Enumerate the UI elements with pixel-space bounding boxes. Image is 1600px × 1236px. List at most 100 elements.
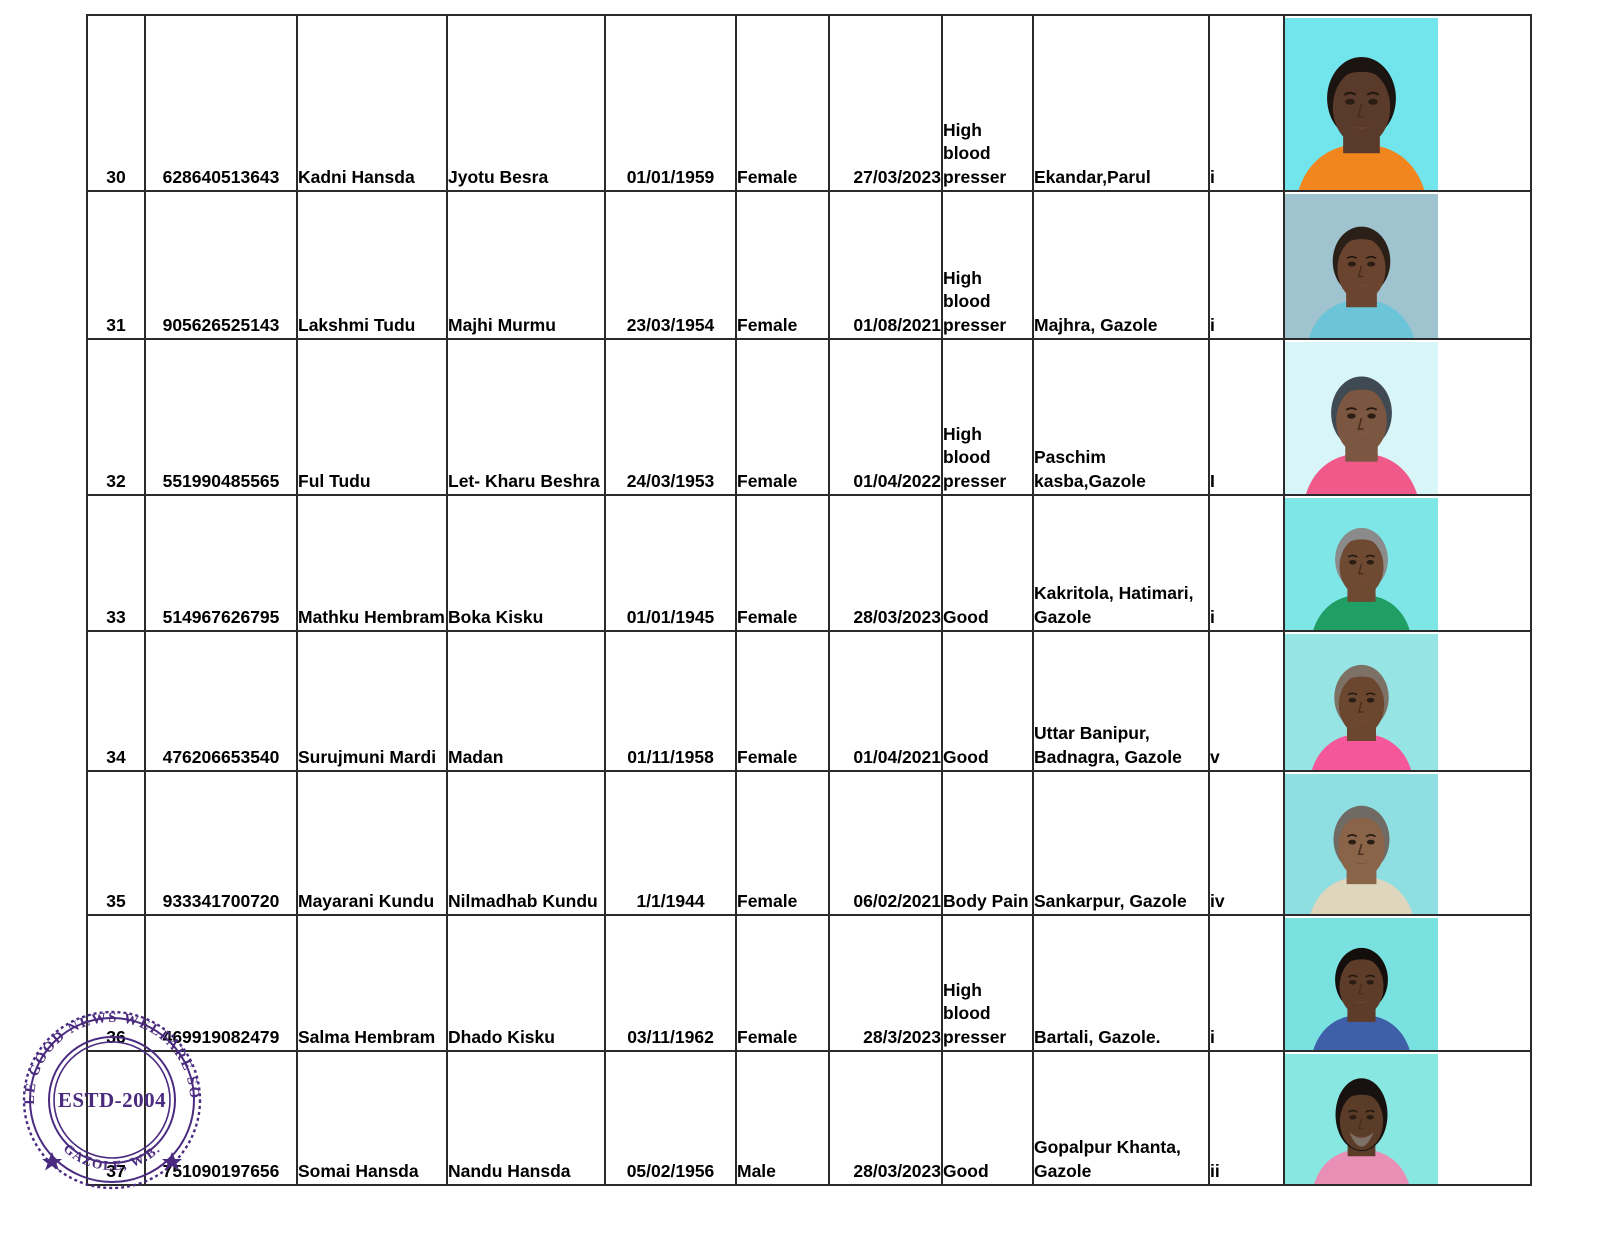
ref-numeral: i xyxy=(1210,607,1215,628)
serial-number: 30 xyxy=(106,167,126,188)
cell-name: Kadni Hansda xyxy=(296,14,448,192)
ref-numeral: iv xyxy=(1210,891,1225,912)
portrait-photo xyxy=(1285,634,1438,770)
cell-photo xyxy=(1283,1050,1532,1186)
cell-id: 469919082479 xyxy=(144,914,298,1052)
portrait-photo xyxy=(1285,774,1438,914)
date-of-birth: 1/1/1944 xyxy=(636,891,705,912)
id-number: 514967626795 xyxy=(162,607,280,628)
cell-father: Boka Kisku xyxy=(446,494,606,632)
table-row: 36 469919082479 Salma Hembram Dhado Kisk… xyxy=(86,914,1532,1052)
serial-number: 31 xyxy=(106,315,126,336)
ref-numeral: i xyxy=(1210,1027,1215,1048)
record-date: 28/03/2023 xyxy=(853,607,941,628)
ref-numeral: i xyxy=(1210,167,1215,188)
father-husband-name: Nilmadhab Kundu xyxy=(448,891,598,912)
cell-serial: 35 xyxy=(86,770,146,916)
gender: Female xyxy=(737,607,798,628)
table-row: 30 628640513643 Kadni Hansda Jyotu Besra… xyxy=(86,14,1532,192)
father-husband-name: Nandu Hansda xyxy=(448,1161,571,1182)
cell-ref: v xyxy=(1208,630,1285,772)
father-husband-name: Let- Kharu Beshra xyxy=(448,471,600,492)
portrait-photo xyxy=(1285,194,1438,338)
cell-gender: Female xyxy=(735,190,830,340)
cell-dob: 05/02/1956 xyxy=(604,1050,737,1186)
beneficiary-name: Mayarani Kundu xyxy=(298,891,435,912)
serial-number: 34 xyxy=(106,747,126,768)
portrait-photo xyxy=(1285,1054,1438,1184)
cell-condition: High blood presser xyxy=(941,338,1034,496)
cell-serial: 37 xyxy=(86,1050,146,1186)
date-of-birth: 05/02/1956 xyxy=(626,1161,715,1182)
record-date: 01/04/2021 xyxy=(853,747,941,768)
cell-address: Uttar Banipur, Badnagra, Gazole xyxy=(1032,630,1210,772)
health-condition: High blood presser xyxy=(943,423,1007,492)
health-condition: Good xyxy=(943,747,989,768)
gender: Male xyxy=(737,1161,776,1182)
cell-gender: Female xyxy=(735,14,830,192)
date-of-birth: 01/01/1959 xyxy=(626,167,715,188)
cell-ref: iv xyxy=(1208,770,1285,916)
father-husband-name: Jyotu Besra xyxy=(448,167,549,188)
cell-serial: 32 xyxy=(86,338,146,496)
date-of-birth: 23/03/1954 xyxy=(626,315,715,336)
cell-id: 514967626795 xyxy=(144,494,298,632)
beneficiary-name: Salma Hembram xyxy=(298,1027,436,1048)
cell-gender: Male xyxy=(735,1050,830,1186)
address: Bartali, Gazole. xyxy=(1034,1027,1161,1048)
cell-date: 28/03/2023 xyxy=(828,1050,943,1186)
cell-photo xyxy=(1283,338,1532,496)
cell-serial: 33 xyxy=(86,494,146,632)
cell-address: Kakritola, Hatimari, Gazole xyxy=(1032,494,1210,632)
health-condition: High blood presser xyxy=(943,119,1007,188)
cell-father: Dhado Kisku xyxy=(446,914,606,1052)
serial-number: 37 xyxy=(106,1161,126,1182)
cell-father: Majhi Murmu xyxy=(446,190,606,340)
address: Kakritola, Hatimari, Gazole xyxy=(1034,583,1194,628)
table-row: 32 551990485565 Ful Tudu Let- Kharu Besh… xyxy=(86,338,1532,496)
cell-gender: Female xyxy=(735,338,830,496)
cell-ref: i xyxy=(1208,914,1285,1052)
cell-photo xyxy=(1283,14,1532,192)
cell-date: 01/08/2021 xyxy=(828,190,943,340)
cell-ref: i xyxy=(1208,14,1285,192)
health-condition: Good xyxy=(943,607,989,628)
address: Sankarpur, Gazole xyxy=(1034,891,1187,912)
ref-numeral: I xyxy=(1210,471,1215,492)
beneficiary-name: Mathku Hembram xyxy=(298,607,445,628)
beneficiary-name: Surujmuni Mardi xyxy=(298,747,437,768)
cell-ref: I xyxy=(1208,338,1285,496)
address: Uttar Banipur, Badnagra, Gazole xyxy=(1034,723,1182,768)
serial-number: 33 xyxy=(106,607,126,628)
cell-address: Sankarpur, Gazole xyxy=(1032,770,1210,916)
cell-photo xyxy=(1283,494,1532,632)
cell-serial: 30 xyxy=(86,14,146,192)
cell-dob: 03/11/1962 xyxy=(604,914,737,1052)
ref-numeral: ii xyxy=(1210,1161,1220,1182)
cell-father: Nandu Hansda xyxy=(446,1050,606,1186)
cell-serial: 31 xyxy=(86,190,146,340)
date-of-birth: 03/11/1962 xyxy=(627,1027,714,1048)
gender: Female xyxy=(737,1027,798,1048)
table-row: 35 933341700720 Mayarani Kundu Nilmadhab… xyxy=(86,770,1532,916)
cell-condition: Body Pain xyxy=(941,770,1034,916)
date-of-birth: 01/11/1958 xyxy=(627,747,714,768)
health-condition: High blood presser xyxy=(943,979,1007,1048)
serial-number: 32 xyxy=(106,471,126,492)
cell-gender: Female xyxy=(735,630,830,772)
cell-date: 06/02/2021 xyxy=(828,770,943,916)
portrait-photo xyxy=(1285,498,1438,630)
record-date: 28/3/2023 xyxy=(863,1027,941,1048)
gender: Female xyxy=(737,747,798,768)
cell-date: 28/3/2023 xyxy=(828,914,943,1052)
cell-father: Madan xyxy=(446,630,606,772)
address: Ekandar,Parul xyxy=(1034,167,1151,188)
cell-dob: 1/1/1944 xyxy=(604,770,737,916)
id-number: 628640513643 xyxy=(162,167,280,188)
father-husband-name: Madan xyxy=(448,747,504,768)
cell-address: Majhra, Gazole xyxy=(1032,190,1210,340)
record-date: 27/03/2023 xyxy=(853,167,941,188)
serial-number: 36 xyxy=(106,1027,126,1048)
cell-gender: Female xyxy=(735,494,830,632)
gender: Female xyxy=(737,315,798,336)
